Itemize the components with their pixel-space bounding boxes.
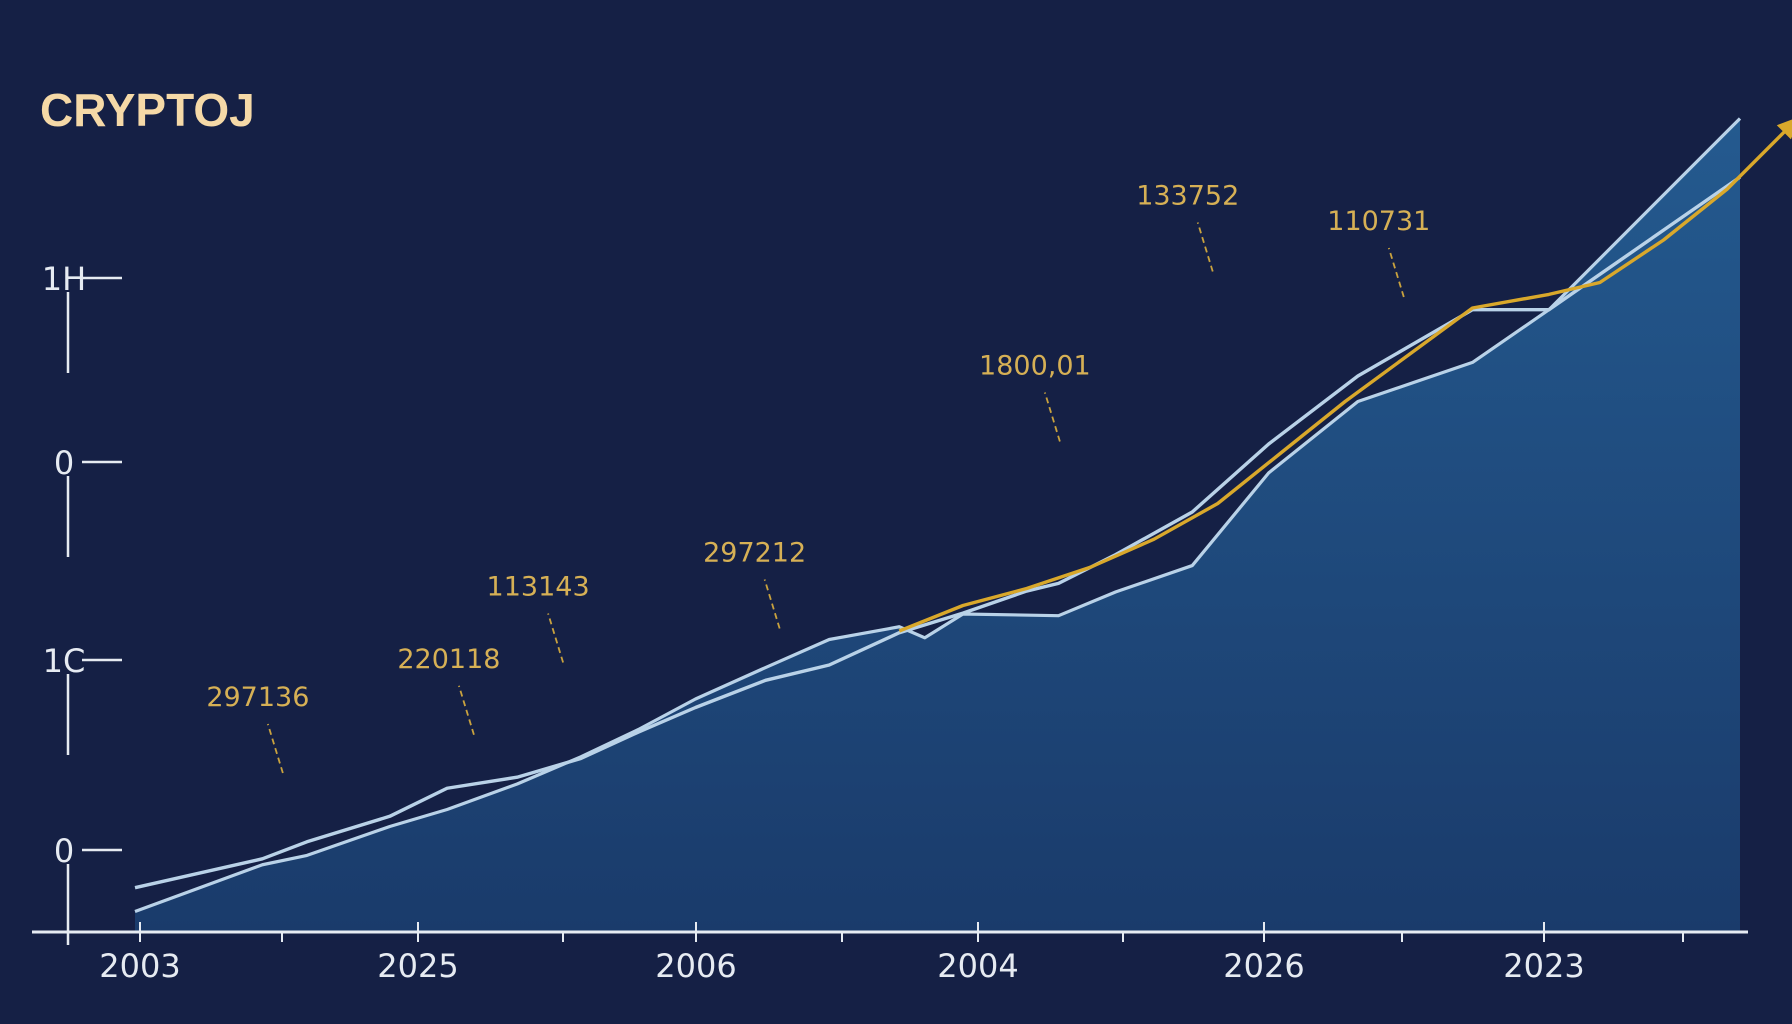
- y-tick-label: 1C: [43, 642, 86, 680]
- axis-layer: 2003 2025 2006 2004 2026 2023 0 1C 0 1H: [32, 260, 1748, 985]
- area-fill-0: [135, 118, 1740, 932]
- y-tick-label: 0: [54, 832, 74, 870]
- chart-title: CRYPTOJ: [40, 84, 255, 136]
- annotation-layer: 297136 220118 113143 297212 1800,01 133752 110…: [206, 181, 1430, 774]
- annotation-leader: [266, 723, 284, 774]
- x-tick-label: 2004: [937, 947, 1018, 985]
- highlight-line: [898, 124, 1792, 633]
- lines-layer: [134, 119, 1792, 890]
- annotation-label: 297136: [206, 682, 309, 713]
- annotation-label: 133752: [1136, 181, 1239, 212]
- annotation-leader: [1196, 222, 1214, 272]
- annotation-leader: [1044, 392, 1061, 442]
- annotation-leader: [763, 579, 781, 629]
- annotation-label: 297212: [703, 538, 806, 569]
- upper-line: [134, 175, 1741, 890]
- annotation-leader: [1387, 247, 1405, 298]
- annotation-leader: [458, 685, 475, 736]
- annotation-leader: [547, 613, 564, 663]
- x-tick-label: 2006: [655, 947, 736, 985]
- x-tick-label: 2003: [99, 947, 180, 985]
- annotation-label: 220118: [397, 644, 500, 675]
- x-tick-label: 2026: [1223, 947, 1304, 985]
- y-tick-label: 0: [54, 444, 74, 482]
- x-tick-label: 2025: [377, 947, 458, 985]
- y-tick-label: 1H: [42, 260, 86, 298]
- x-tick-label: 2023: [1503, 947, 1584, 985]
- annotation-label: 1800,01: [979, 351, 1091, 382]
- area-outline-0: [134, 117, 1742, 914]
- area-layer: [134, 117, 1742, 932]
- annotation-label: 110731: [1327, 206, 1430, 237]
- annotation-label: 113143: [487, 572, 590, 603]
- trend-arrow-icon: [1776, 119, 1792, 140]
